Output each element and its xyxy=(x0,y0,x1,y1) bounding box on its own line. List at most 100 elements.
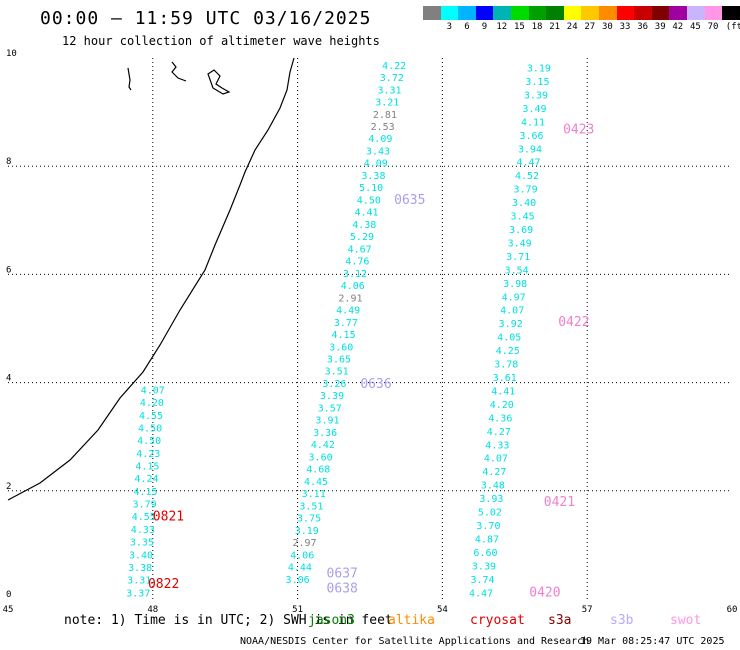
wave-height-value: 4.20 xyxy=(490,400,514,411)
legend-swatch xyxy=(475,6,494,20)
wave-height-value: 3.70 xyxy=(476,521,500,532)
wave-height-value: 5.02 xyxy=(478,508,502,519)
satellite-name-s3b: s3b xyxy=(610,613,634,628)
wave-height-value: 4.20 xyxy=(140,398,164,409)
wave-height-value: 4.36 xyxy=(488,413,512,424)
satellite-name-jason3: jason3 xyxy=(308,613,355,628)
wave-height-value: 4.47 xyxy=(516,158,540,169)
note-text: note: 1) Time is in UTC; 2) SWH is in fe… xyxy=(64,613,393,628)
wave-height-value: 4.22 xyxy=(382,61,406,72)
wave-height-value: 4.24 xyxy=(134,474,158,485)
wave-height-value: 3.21 xyxy=(375,98,399,109)
legend-label: 18 xyxy=(531,22,543,32)
legend-label: 12 xyxy=(496,22,508,32)
wave-height-value: 4.44 xyxy=(288,563,312,574)
satellite-name-cryosat: cryosat xyxy=(470,613,525,628)
legend-label: 42 xyxy=(672,22,684,32)
wave-height-value: 4.49 xyxy=(336,306,360,317)
wave-height-value: 5.10 xyxy=(359,183,383,194)
legend-swatch xyxy=(651,6,670,20)
wave-height-value: 3.35 xyxy=(130,538,154,549)
legend-swatch xyxy=(634,6,652,20)
wave-height-value: 3.40 xyxy=(129,550,153,561)
wave-height-value: 2.91 xyxy=(338,293,362,304)
wave-height-value: 3.57 xyxy=(318,403,342,414)
wave-height-value: 4.15 xyxy=(134,487,158,498)
wave-height-value: 3.69 xyxy=(509,225,533,236)
wave-height-value: 3.36 xyxy=(313,428,337,439)
wave-height-value: 4.33 xyxy=(485,440,509,451)
pass-time-label: 0635 xyxy=(394,193,425,208)
wave-height-value: 4.27 xyxy=(487,427,511,438)
wave-height-value: 4.11 xyxy=(521,117,545,128)
track-53e: 4.223.723.313.212.812.534.093.434.093.38… xyxy=(286,61,426,597)
wave-height-value: 4.33 xyxy=(131,525,155,536)
wave-height-value: 3.38 xyxy=(361,171,385,182)
wave-height-value: 4.42 xyxy=(311,440,335,451)
legend-swatch xyxy=(546,6,564,20)
wave-height-value: 4.55 xyxy=(139,411,163,422)
island-socotra xyxy=(207,69,231,95)
legend-swatch xyxy=(581,6,599,20)
wave-height-value: 4.27 xyxy=(482,467,506,478)
wave-height-value: 3.71 xyxy=(506,252,530,263)
wave-height-value: 3.75 xyxy=(297,514,321,525)
wave-height-value: 3.43 xyxy=(366,146,390,157)
wave-height-value: 4.50 xyxy=(138,423,162,434)
pass-time-label: 0422 xyxy=(558,315,589,330)
wave-height-value: 4.06 xyxy=(290,550,314,561)
wave-height-value: 3.19 xyxy=(527,64,551,75)
wave-height-value: 3.15 xyxy=(525,77,549,88)
wave-height-value: 3.79 xyxy=(514,185,538,196)
wave-height-value: 4.41 xyxy=(491,386,515,397)
wave-height-value: 3.39 xyxy=(320,391,344,402)
wave-height-value: 3.92 xyxy=(499,319,523,330)
pass-time-label: 0636 xyxy=(360,377,391,392)
legend-swatch xyxy=(493,6,511,20)
pass-time-label: 0423 xyxy=(563,123,594,138)
satellite-name-altika: altika xyxy=(388,613,435,628)
wave-height-value: 4.76 xyxy=(345,257,369,268)
legend-label: 39 xyxy=(654,22,666,32)
legend-label: 45 xyxy=(690,22,701,32)
pass-time-label: 0637 xyxy=(327,566,358,581)
coastline-mainland xyxy=(7,57,295,501)
pass-time-label: 0638 xyxy=(327,582,358,597)
wave-height-value: 4.09 xyxy=(364,159,388,170)
legend-swatch xyxy=(598,6,617,20)
wave-height-value: 4.06 xyxy=(341,281,365,292)
legend-label: 9 xyxy=(481,22,488,32)
wave-height-value: 3.72 xyxy=(380,73,404,84)
legend-swatch xyxy=(440,6,459,20)
wave-height-value: 3.31 xyxy=(377,85,401,96)
legend-label: 21 xyxy=(549,22,561,32)
x-tick-label: 60 xyxy=(727,605,738,615)
wave-height-value: 3.19 xyxy=(295,526,319,537)
wave-height-value: 3.38 xyxy=(128,563,152,574)
legend-label: 30 xyxy=(602,22,613,32)
y-tick-label: 2 xyxy=(6,482,11,492)
legend-swatch xyxy=(510,6,529,20)
wave-height-value: 3.98 xyxy=(503,279,527,290)
x-tick-label: 45 xyxy=(3,605,14,615)
wave-height-value: 4.47 xyxy=(469,588,493,599)
pass-time-label: 0821 xyxy=(153,510,184,525)
wave-height-value: 3.94 xyxy=(518,144,542,155)
page-title: 00:00 – 11:59 UTC 03/16/2025 xyxy=(40,8,372,29)
pass-time-label: 0421 xyxy=(544,495,575,510)
legend-label: 33 xyxy=(619,22,631,32)
wave-height-value: 5.29 xyxy=(350,232,374,243)
wave-height-value: 3.91 xyxy=(315,416,339,427)
wave-height-value: 4.50 xyxy=(137,436,161,447)
track-56e: 3.19 3.15 3.39 3.49 4.11 3.66 3.94 4.47 4.52 3.79… xyxy=(469,64,594,601)
wave-height-value: 3.37 xyxy=(126,588,150,599)
footer-credit: NOAA/NESDIS Center for Satellite Applica… xyxy=(240,636,590,647)
legend-label: 24 xyxy=(566,22,578,32)
wave-height-value: 3.93 xyxy=(479,494,503,505)
wave-height-value: 2.81 xyxy=(373,110,397,121)
map-grid xyxy=(8,58,732,599)
wave-height-value: 4.07 xyxy=(500,306,524,317)
wave-height-value: 6.60 xyxy=(473,548,497,559)
satellite-name-swot: swot xyxy=(670,613,702,628)
